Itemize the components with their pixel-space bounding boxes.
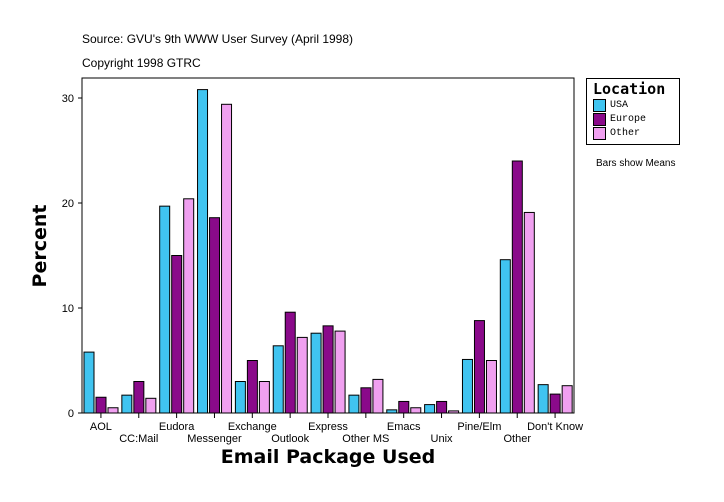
source-text: Source: GVU's 9th WWW User Survey (April… xyxy=(82,32,354,46)
legend-label: Europe xyxy=(610,114,647,125)
x-tick-label: AOL xyxy=(90,421,112,433)
bar-other xyxy=(258,381,270,414)
bar-other xyxy=(296,336,308,414)
x-tick-label: Other MS xyxy=(342,433,389,445)
bar-usa xyxy=(272,345,284,414)
x-tick-label: Exchange xyxy=(228,421,277,433)
bar-other xyxy=(334,330,346,414)
x-tick-label: Outlook xyxy=(271,433,309,445)
legend-swatch xyxy=(593,99,606,112)
bar-europe xyxy=(171,255,183,414)
y-tick-label: 30 xyxy=(62,93,74,105)
bar-other xyxy=(523,211,535,414)
bar-europe xyxy=(133,381,145,414)
bar-other xyxy=(410,407,422,414)
bar-usa xyxy=(234,381,246,414)
bar-other xyxy=(221,103,233,414)
y-axis-title: Percent xyxy=(29,205,51,288)
x-tick-label: Emacs xyxy=(387,421,421,433)
x-tick-label: Express xyxy=(308,421,348,433)
x-tick-label: Eudora xyxy=(159,421,195,433)
bar-other xyxy=(183,198,195,414)
bar-usa xyxy=(83,351,95,414)
bar-usa xyxy=(424,404,436,414)
legend-item-usa: USA xyxy=(593,99,628,112)
x-tick-label: CC:Mail xyxy=(119,433,158,445)
copyright-text: Copyright 1998 GTRC xyxy=(82,56,201,70)
x-tick-label: Pine/Elm xyxy=(457,421,501,433)
x-tick-label: Messenger xyxy=(187,433,242,445)
legend-item-other: Other xyxy=(593,127,640,140)
bar-usa xyxy=(159,205,171,414)
bar-europe xyxy=(322,325,334,414)
x-tick-label: Other xyxy=(503,433,531,445)
bar-europe xyxy=(511,160,523,414)
y-tick-label: 0 xyxy=(68,408,74,420)
bar-other xyxy=(145,397,157,414)
legend-label: USA xyxy=(610,100,629,111)
bar-usa xyxy=(537,384,549,414)
bar-europe xyxy=(436,400,448,414)
legend-swatch xyxy=(593,113,606,126)
bar-europe xyxy=(246,360,258,414)
bar-other xyxy=(485,360,497,414)
bar-other xyxy=(448,410,460,414)
bar-other xyxy=(107,407,119,414)
legend-swatch xyxy=(593,127,606,140)
x-tick-label: Don't Know xyxy=(527,421,583,433)
bar-usa xyxy=(461,358,473,414)
bar-europe xyxy=(95,396,107,414)
legend-item-europe: Europe xyxy=(593,113,646,126)
bar-usa xyxy=(310,332,322,414)
bar-other xyxy=(561,385,573,414)
legend: Location USA Europe Other xyxy=(586,78,680,145)
bar-usa xyxy=(386,409,398,414)
bar-europe xyxy=(360,387,372,414)
bar-europe xyxy=(549,393,561,414)
bar-other xyxy=(372,378,384,414)
x-tick-label: Unix xyxy=(431,433,454,445)
y-tick-label: 20 xyxy=(62,198,74,210)
bars-note: Bars show Means xyxy=(596,158,676,169)
bar-usa xyxy=(197,89,209,414)
x-axis-title: Email Package Used xyxy=(221,446,436,468)
bar-usa xyxy=(499,259,511,414)
bar-europe xyxy=(209,217,221,414)
bar-europe xyxy=(473,320,485,414)
y-tick-label: 10 xyxy=(62,303,74,315)
bar-usa xyxy=(121,394,133,414)
bar-europe xyxy=(284,311,296,414)
legend-title: Location xyxy=(593,80,666,98)
bar-usa xyxy=(348,394,360,414)
bar-europe xyxy=(398,400,410,414)
legend-label: Other xyxy=(610,128,641,139)
